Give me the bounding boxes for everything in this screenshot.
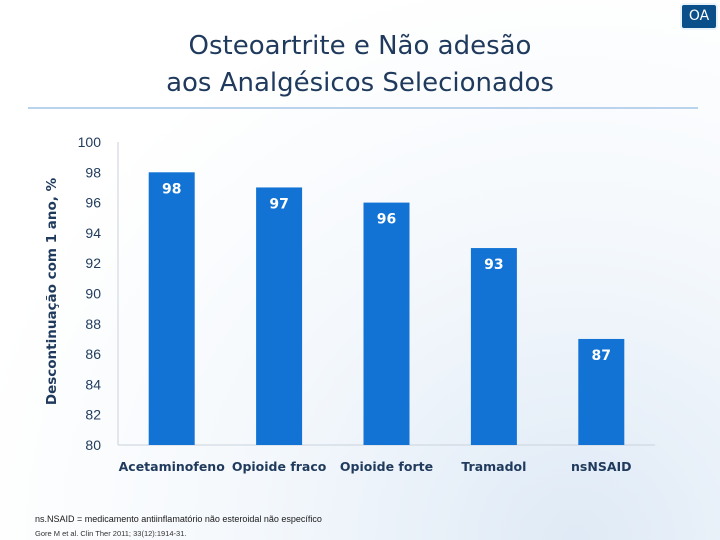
x-tick-label-2: Opioide forte <box>340 459 433 474</box>
y-tick-label-2: 84 <box>85 376 101 392</box>
bar-3 <box>470 248 517 445</box>
title-divider <box>28 107 698 109</box>
data-label-2: 96 <box>377 212 396 228</box>
bar-2 <box>363 202 410 445</box>
title-line-1: Osteoartrite e Não adesão <box>188 31 532 61</box>
data-label-4: 87 <box>592 348 611 364</box>
footnote: ns.NSAID = medicamento antiinflamatório … <box>35 514 322 524</box>
y-tick-label-7: 94 <box>85 225 101 241</box>
y-tick-label-10: 100 <box>78 134 102 150</box>
y-tick-label-3: 86 <box>85 346 101 362</box>
data-label-0: 98 <box>162 181 181 197</box>
citation: Gore M et al. Clin Ther 2011; 33(12):191… <box>35 529 187 538</box>
data-label-3: 93 <box>484 257 503 273</box>
data-label-1: 97 <box>269 196 288 212</box>
page-title: Osteoartrite e Não adesão aos Analgésico… <box>100 28 620 102</box>
x-tick-label-3: Tramadol <box>461 459 526 474</box>
bar-4 <box>578 338 625 445</box>
x-tick-label-0: Acetaminofeno <box>119 459 226 474</box>
y-tick-label-8: 96 <box>85 195 101 211</box>
y-tick-label-9: 98 <box>85 164 101 180</box>
y-tick-label-5: 90 <box>85 286 101 302</box>
y-axis-title: Descontinuação com 1 ano, % <box>44 177 60 405</box>
bar-1 <box>256 187 303 445</box>
oa-badge[interactable]: OA <box>680 3 718 30</box>
x-tick-label-4: nsNSAID <box>571 459 632 474</box>
bar-0 <box>148 172 195 446</box>
title-line-2: aos Analgésicos Selecionados <box>166 68 554 98</box>
y-tick-label-6: 92 <box>85 255 101 271</box>
y-tick-label-1: 82 <box>85 407 101 423</box>
x-tick-label-1: Opioide fraco <box>232 459 327 474</box>
y-tick-label-4: 88 <box>85 316 101 332</box>
y-tick-label-0: 80 <box>85 437 101 453</box>
